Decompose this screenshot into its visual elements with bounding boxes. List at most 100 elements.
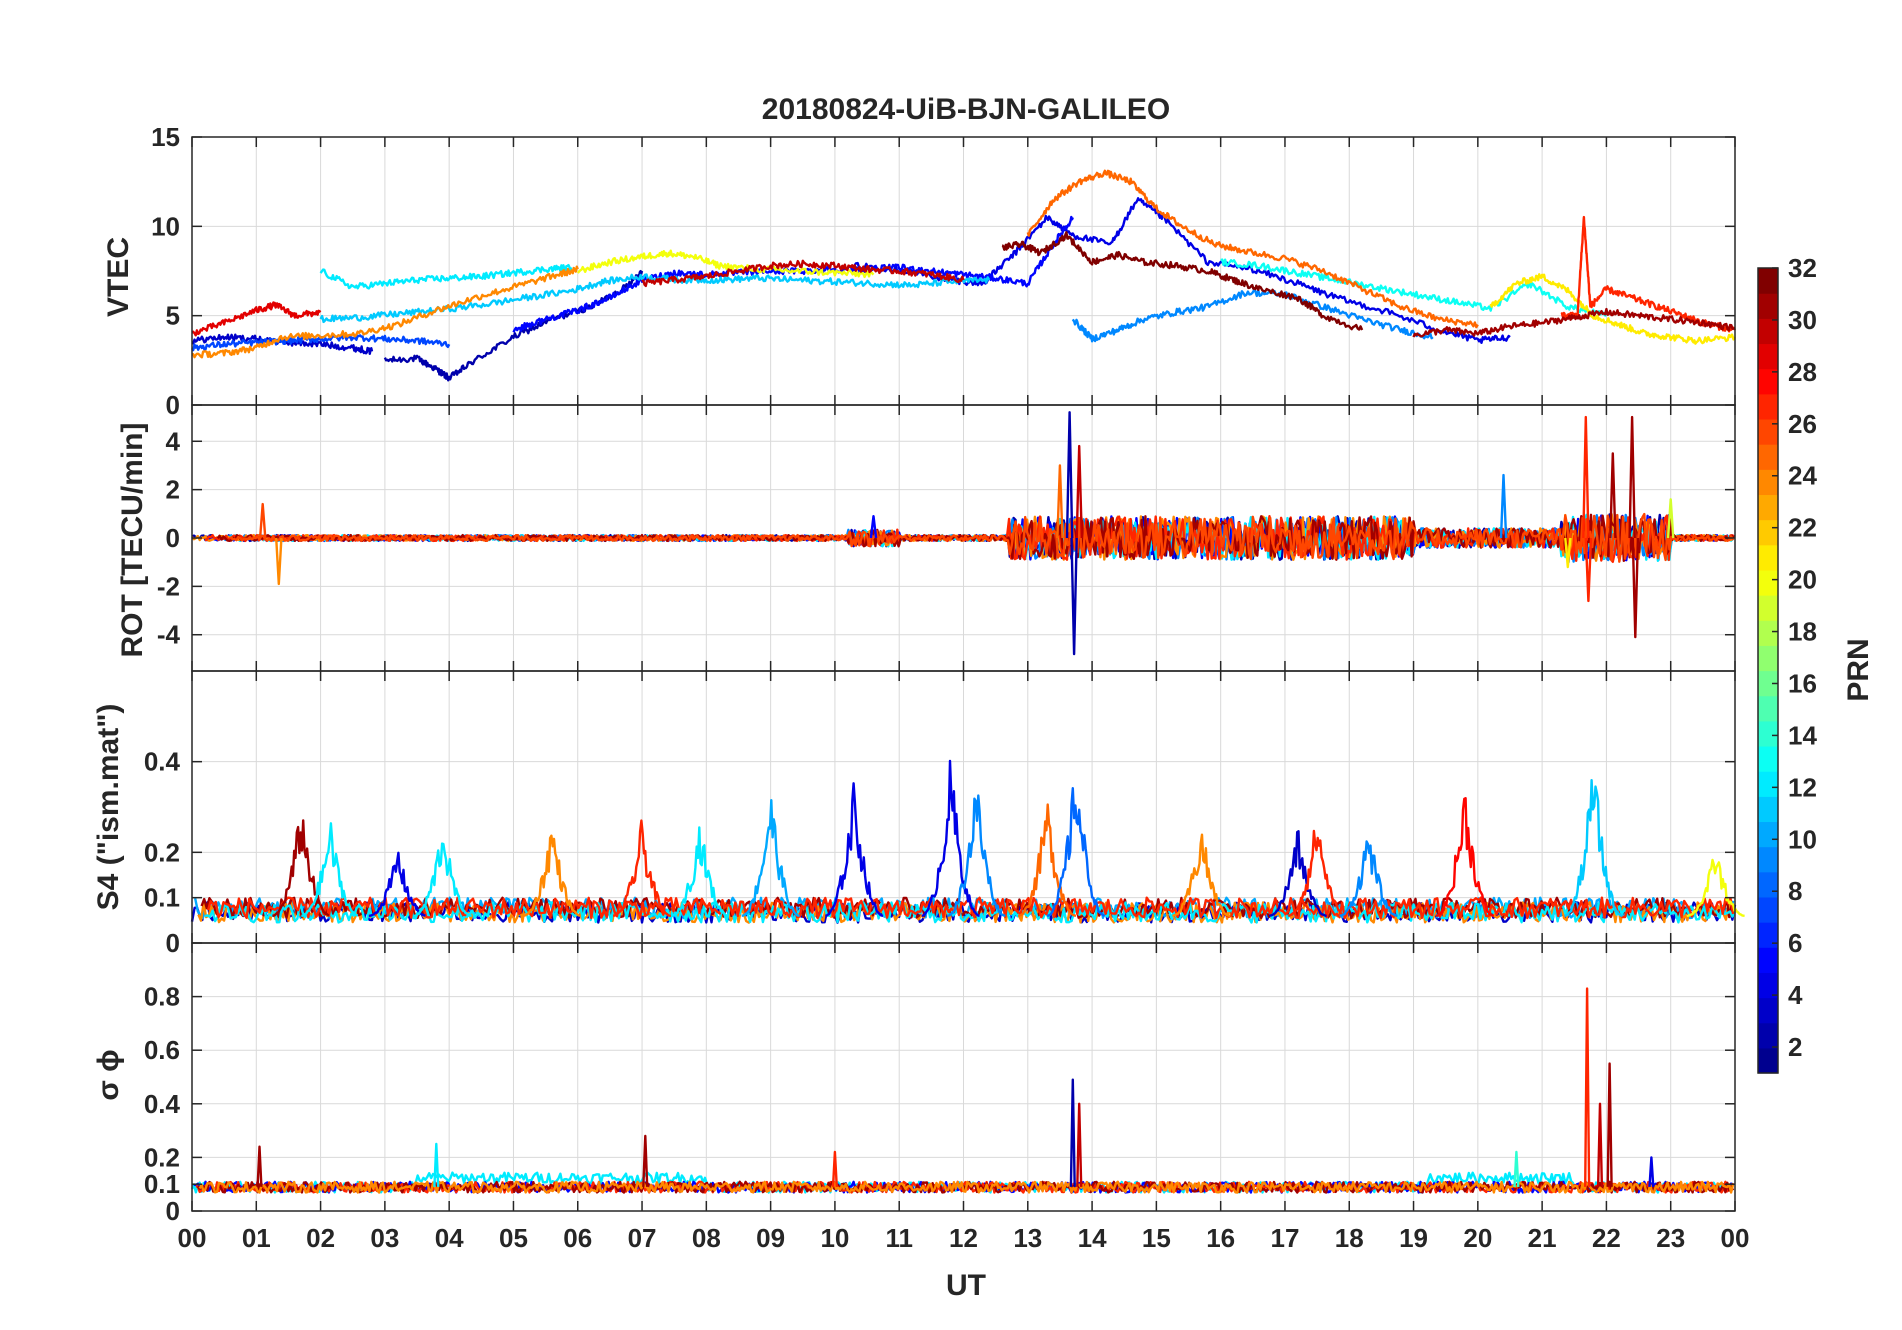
- rot-spike: [1666, 498, 1675, 539]
- panel-s4: 0 0.1 0.2 0.4 S4 ("ism.mat"): [92, 670, 1745, 958]
- s4-peak-prn-25: [1017, 803, 1077, 917]
- colorbar-segment: [1758, 947, 1778, 973]
- x-tick-label: 08: [692, 1223, 721, 1253]
- s4-peak-prn-24: [522, 834, 582, 917]
- x-tick-labels: 00 01 02 03 04 05 06 07 08 09 10 11 12 13 14 15 16 17 18 19…: [178, 1223, 1750, 1253]
- series-line-prn-20: [576, 249, 875, 279]
- x-tick-label: 01: [242, 1223, 271, 1253]
- y-tick-label: 0.2: [144, 1142, 180, 1172]
- colorbar-tick-label: 12: [1788, 772, 1817, 802]
- y-tick-label: 0.6: [144, 1035, 180, 1065]
- x-tick-label: 00: [1721, 1223, 1750, 1253]
- series-line-prn-4: [853, 197, 1511, 344]
- colorbar-tick-label: 14: [1788, 720, 1817, 750]
- y-tick-label: 15: [151, 122, 180, 152]
- colorbar-segment: [1758, 1047, 1778, 1074]
- x-tick-label: 17: [1270, 1223, 1299, 1253]
- x-tick-label: 23: [1656, 1223, 1685, 1253]
- rot-spike: [869, 515, 878, 539]
- x-tick-label: 07: [628, 1223, 657, 1253]
- colorbar-segment: [1758, 695, 1778, 722]
- y-tick-label: 0.8: [144, 982, 180, 1012]
- rot-spike: [1584, 537, 1593, 603]
- colorbar-segment: [1758, 418, 1778, 445]
- y-tick-label: -2: [157, 571, 180, 601]
- ticks: -4 -2 0 2 4: [157, 405, 1736, 671]
- rot-spike: [1070, 537, 1078, 656]
- rot-spike: [275, 537, 283, 586]
- sigma-spike: [1069, 1078, 1076, 1187]
- x-tick-label: 05: [499, 1223, 528, 1253]
- y-tick-label: 0: [166, 523, 180, 553]
- rot-spike: [1564, 537, 1572, 569]
- x-tick-label: 13: [1013, 1223, 1042, 1253]
- colorbar-segment: [1758, 771, 1778, 797]
- s4-peak-prn-9: [947, 794, 1006, 917]
- colorbar-segment: [1758, 972, 1778, 999]
- colorbar-segment: [1758, 896, 1778, 923]
- y-tick-label: 0.4: [144, 1089, 181, 1119]
- x-tick-label: 06: [563, 1223, 592, 1253]
- series-line-prn-25: [1026, 169, 1479, 329]
- series-group: [191, 411, 1736, 656]
- s4-peak-prn-4: [921, 759, 980, 917]
- colorbar-segment: [1758, 720, 1778, 747]
- s4-peak-prn-11: [1564, 779, 1623, 917]
- series-group: [190, 987, 1735, 1194]
- s4-peak-prn-3: [1268, 830, 1327, 917]
- x-tick-label: 18: [1335, 1223, 1364, 1253]
- sigma-spike: [1606, 1062, 1613, 1187]
- series-line-prn-31: [1412, 307, 1736, 338]
- y-tick-label: -4: [157, 620, 181, 650]
- x-tick-label: 04: [435, 1223, 464, 1253]
- s4-peak-prn-27: [1288, 829, 1347, 917]
- rot-spike: [1631, 537, 1640, 639]
- sigma-spike: [1596, 1102, 1604, 1187]
- grid: [191, 943, 1736, 1212]
- colorbar-segment: [1758, 494, 1778, 521]
- colorbar-tick-label: 10: [1788, 824, 1817, 854]
- x-tick-label: 21: [1528, 1223, 1557, 1253]
- rot-spike: [1609, 452, 1617, 539]
- s4-peak-prn-28: [1435, 797, 1495, 917]
- series-line-prn-7: [190, 333, 451, 352]
- colorbar-tick-label: 16: [1788, 668, 1817, 698]
- x-tick-label: 16: [1206, 1223, 1235, 1253]
- colorbar-tick-label: 18: [1788, 617, 1817, 647]
- sigma-spike: [433, 1142, 440, 1187]
- colorbar-tick-label: 28: [1788, 357, 1817, 387]
- s4-peak-prn-12: [301, 822, 359, 917]
- panel-vtec: 0 5 10 15 VTEC: [102, 122, 1737, 420]
- x-tick-label: 19: [1399, 1223, 1428, 1253]
- colorbar-tick-label: 2: [1788, 1032, 1802, 1062]
- colorbar-segment: [1758, 343, 1778, 370]
- s4-peak-prn-4: [368, 851, 426, 917]
- colorbar-segment: [1758, 846, 1778, 873]
- rot-trace-prn-26: [229, 512, 1735, 563]
- y-tick-label: 5: [166, 301, 180, 331]
- series-line-prn-5: [512, 215, 1074, 333]
- rot-spike: [1628, 415, 1636, 539]
- sigma-spike: [831, 1150, 838, 1187]
- rot-spike: [1499, 473, 1508, 539]
- series-line-prn-21: [1489, 273, 1737, 345]
- y-tick-label: 10: [151, 211, 180, 241]
- x-tick-label: 12: [949, 1223, 978, 1253]
- sigma-spike: [256, 1145, 263, 1187]
- rot-spike: [1582, 415, 1590, 539]
- series-group: [190, 169, 1737, 382]
- x-tick-label: 15: [1142, 1223, 1171, 1253]
- sigma-spike: [1584, 987, 1591, 1187]
- colorbar-frame: [1757, 267, 1779, 1074]
- colorbar-segment: [1758, 469, 1778, 496]
- sigma-spike: [1076, 1102, 1083, 1187]
- series-line-prn-2: [383, 269, 644, 382]
- y-tick-label: 0.1: [144, 883, 180, 913]
- colorbar-label: PRN: [1842, 638, 1875, 701]
- s4-peak-prn-24: [1172, 833, 1231, 917]
- colorbar-segment: [1758, 620, 1778, 646]
- x-tick-label: 09: [756, 1223, 785, 1253]
- x-tick-label: 03: [370, 1223, 399, 1253]
- x-tick-label: 00: [178, 1223, 207, 1253]
